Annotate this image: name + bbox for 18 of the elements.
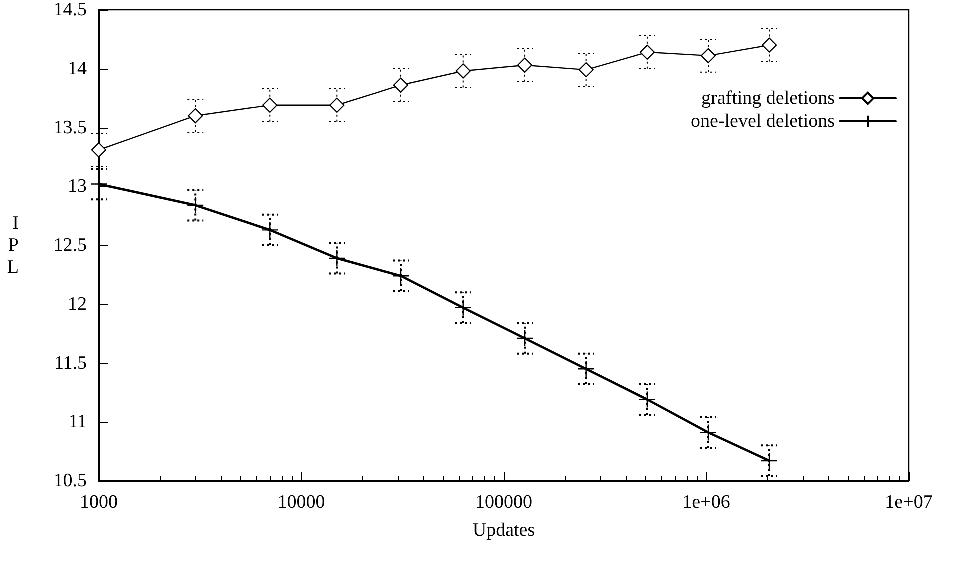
y-tick-label: 13	[68, 176, 87, 198]
x-axis-title: Updates	[472, 520, 536, 541]
legend-label: grafting deletions	[702, 88, 835, 109]
x-tick-label: 1000	[80, 492, 118, 513]
y-tick-label: 12.5	[54, 235, 87, 256]
x-tick-label: 100000	[476, 492, 532, 513]
x-tick-label: 10000	[278, 492, 326, 513]
y-tick-label: 11.5	[54, 352, 87, 374]
y-tick-label: 11	[68, 412, 87, 433]
y-tick-label: 14	[68, 58, 88, 80]
y-tick-label: 13.5	[54, 117, 87, 138]
x-tick-label: 1e+07	[885, 492, 933, 513]
x-tick-label: 1e+06	[682, 492, 730, 513]
y-tick-label: 10.5	[54, 470, 87, 492]
y-axis-title: IPL	[7, 213, 19, 278]
legend-label: one-level deletions	[690, 111, 835, 132]
y-tick-label: 14.5	[54, 0, 87, 20]
y-tick-label: 12	[68, 294, 87, 315]
